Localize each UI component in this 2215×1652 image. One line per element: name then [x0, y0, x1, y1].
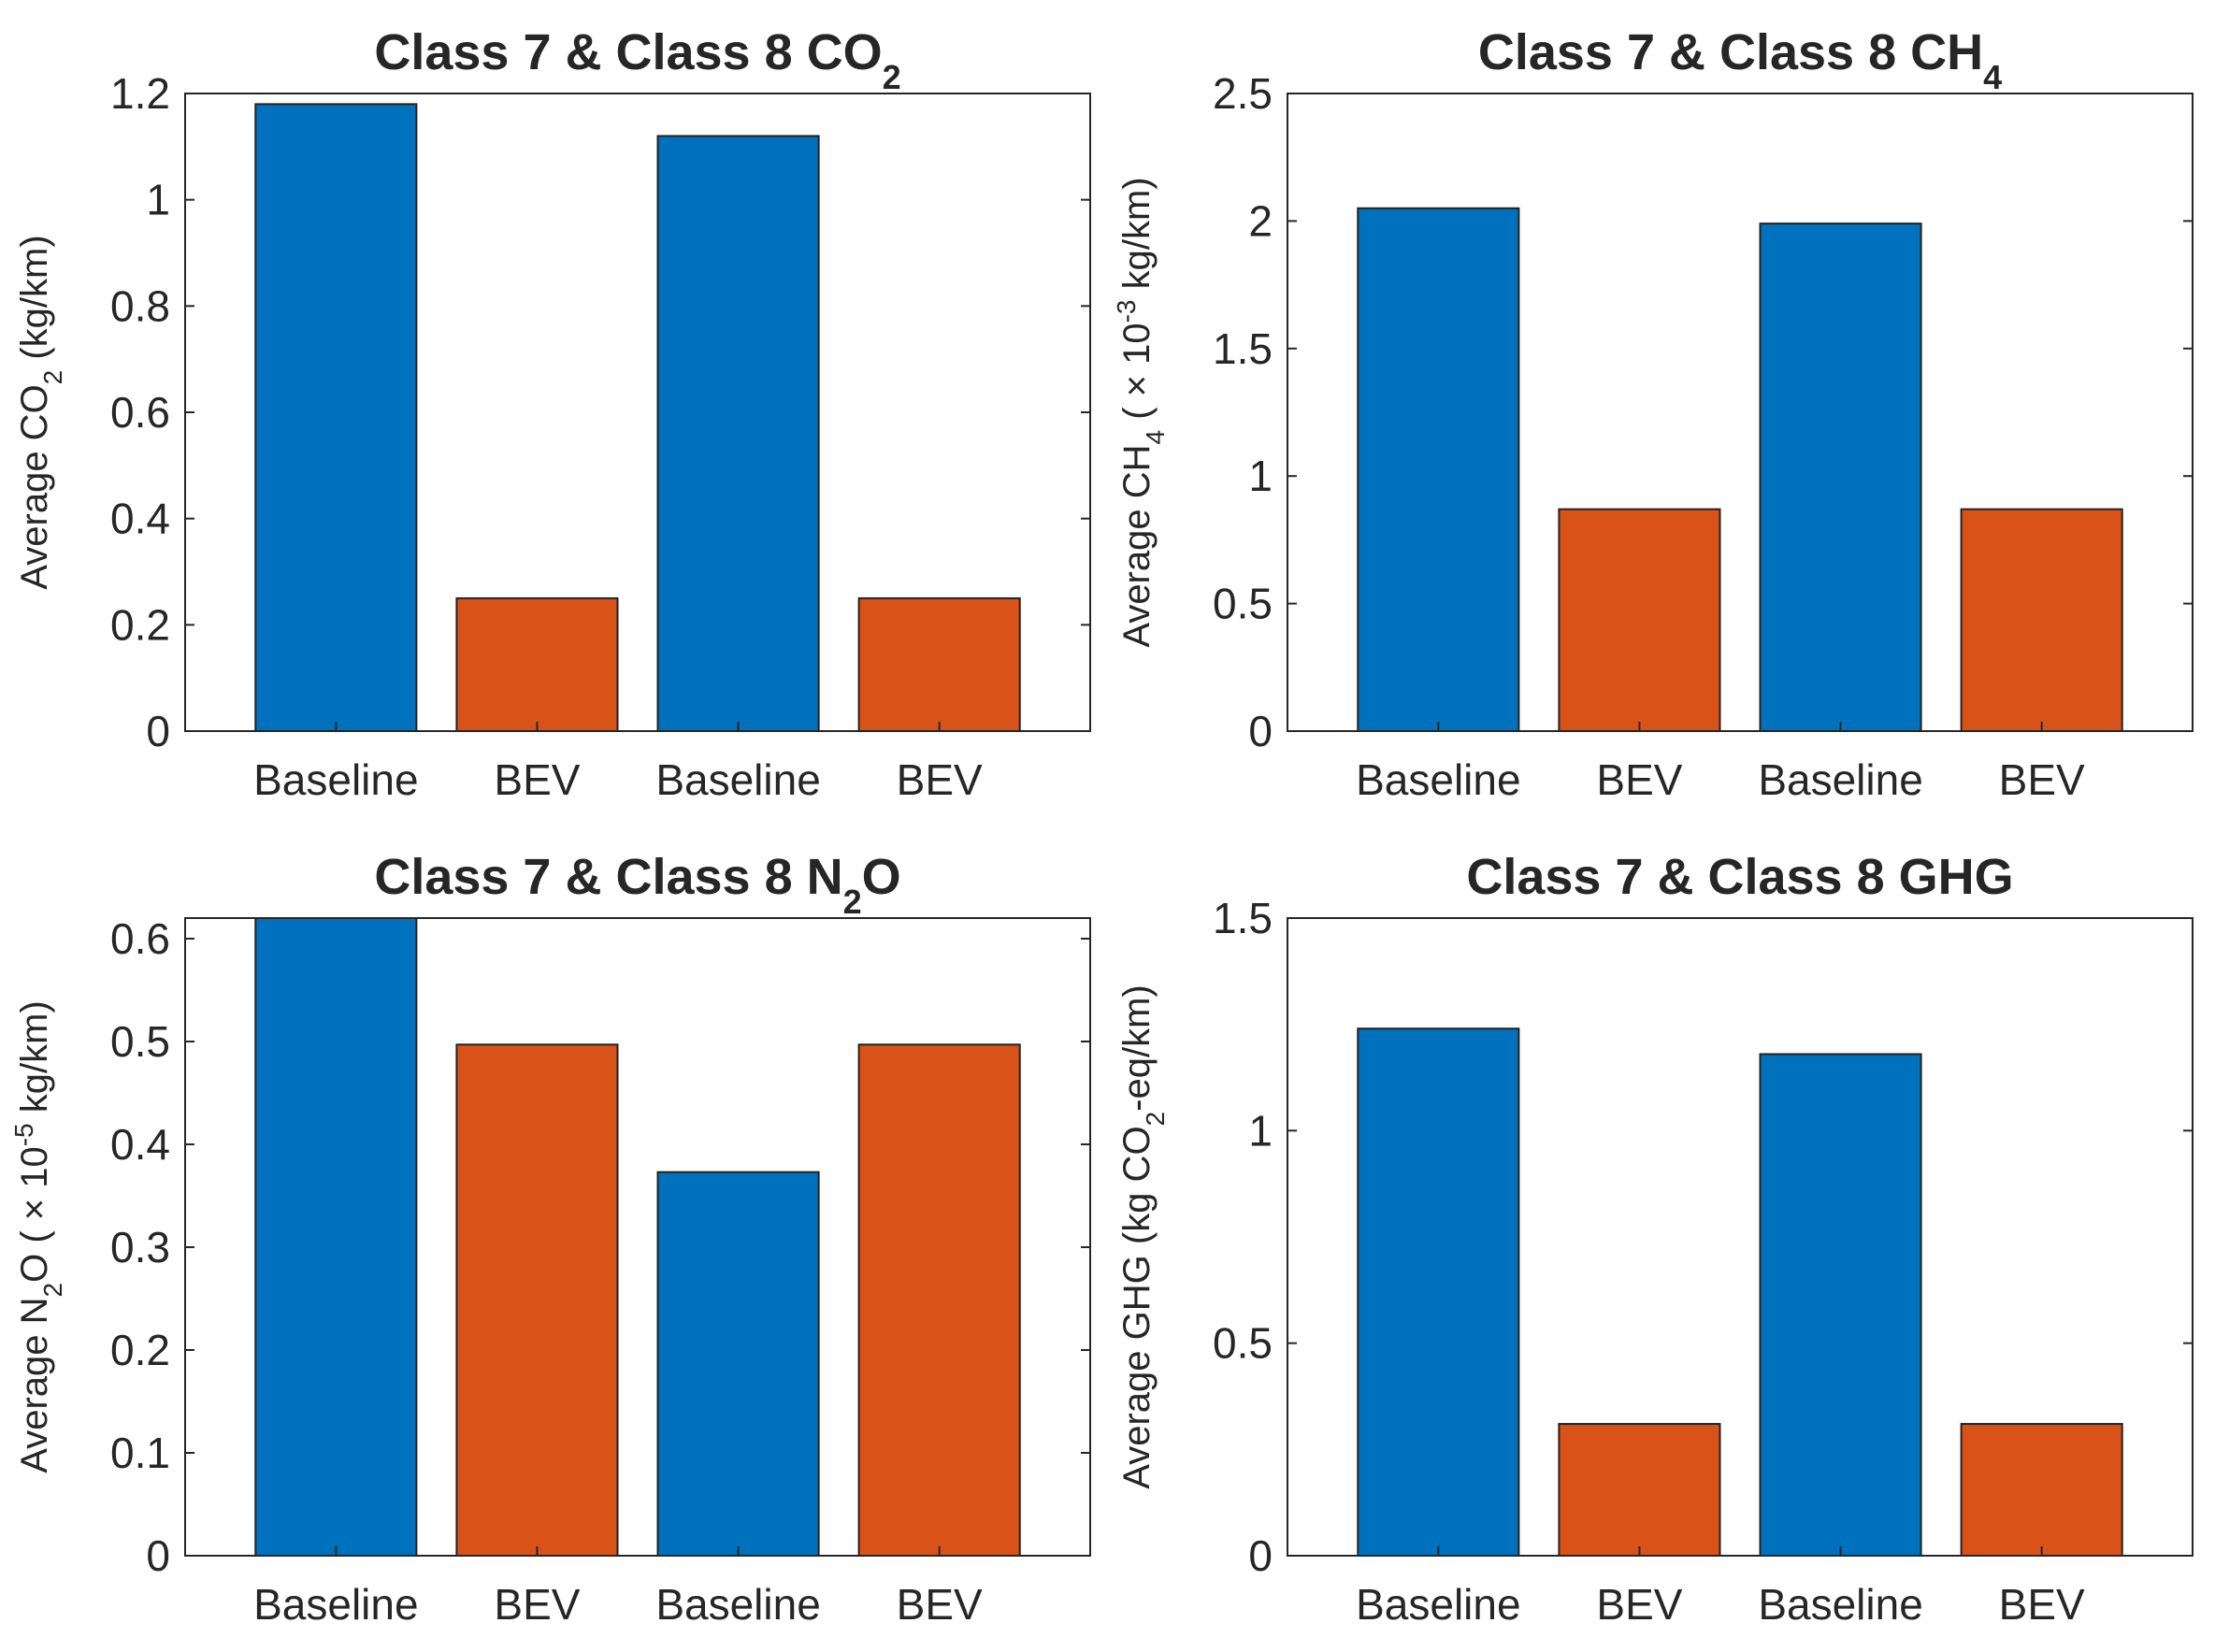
- bar-baseline-3: [656, 135, 820, 732]
- xtick-label: BEV: [897, 755, 983, 804]
- ytick-label: 1.5: [1213, 324, 1273, 373]
- bar-bev-4: [1960, 508, 2123, 732]
- y-axis-label: Average CO2 (kg/km): [14, 235, 67, 589]
- chart-panel-4: 0 0.5 1 1.5 Baseline BEV Baseline BEV Class 7 & …: [1116, 849, 2193, 1629]
- ytick-label: 0.5: [1213, 1319, 1273, 1368]
- xtick-label: BEV: [494, 755, 580, 804]
- xtick-label: Baseline: [655, 755, 820, 804]
- bar-baseline-3: [1759, 223, 1922, 733]
- ytick-label: 0: [146, 707, 170, 755]
- ytick-label: 0.6: [110, 914, 170, 963]
- chart-title: Class 7 & Class 8 CH4: [1478, 24, 2002, 96]
- ytick-label: 1: [1248, 452, 1273, 500]
- xtick-label: Baseline: [1758, 1580, 1922, 1629]
- ytick-label: 0.2: [110, 600, 170, 649]
- ytick-label: 0.8: [110, 281, 170, 330]
- bar-baseline-1: [254, 917, 418, 1557]
- chart-panel-3: 0 0.1 0.2 0.3 0.4 0.5 0.6 Baseline BEV Baseline BE…: [9, 849, 1091, 1629]
- bar-baseline-3: [1759, 1053, 1922, 1557]
- ytick-label: 0.2: [110, 1326, 170, 1374]
- bar-bev-4: [1960, 1423, 2123, 1558]
- ytick-label: 1: [1248, 1106, 1273, 1155]
- bar-bev-2: [455, 1043, 619, 1558]
- y-axis-label: Average CH4 ( × 10-3 kg/km): [1112, 177, 1170, 647]
- xtick-label: Baseline: [1356, 755, 1520, 804]
- bar-bev-4: [857, 1043, 1021, 1558]
- bar-bev-2: [1558, 508, 1721, 732]
- axes-box: [184, 917, 1091, 1557]
- xtick-label: Baseline: [1356, 1580, 1520, 1629]
- xtick-label: BEV: [1999, 1580, 2085, 1629]
- xtick-label: Baseline: [253, 1580, 418, 1629]
- xtick-label: BEV: [494, 1580, 580, 1629]
- bar-bev-2: [1558, 1423, 1721, 1558]
- ytick-label: 0: [146, 1531, 170, 1580]
- xtick-label: BEV: [1999, 755, 2085, 804]
- chart-panel-1: 0 0.2 0.4 0.6 0.8 1 1.2 Baseline BEV Baseline BEV C…: [14, 24, 1091, 804]
- axes-box: [1287, 93, 2193, 732]
- ytick-label: 0.6: [110, 388, 170, 437]
- bar-baseline-1: [1357, 207, 1520, 732]
- bar-bev-4: [857, 596, 1021, 733]
- bar-bev-2: [455, 596, 619, 733]
- ytick-label: 2.5: [1213, 69, 1273, 118]
- y-axis-label: Average GHG (kg CO2-eq/km): [1116, 984, 1170, 1488]
- ytick-label: 0.4: [110, 1120, 170, 1169]
- bar-baseline-1: [254, 103, 418, 733]
- ytick-label: 1.2: [110, 69, 170, 118]
- bar-baseline-3: [656, 1171, 820, 1557]
- ytick-label: 0.5: [1213, 580, 1273, 628]
- bar-baseline-1: [1357, 1027, 1520, 1558]
- chart-panel-2: 0 0.5 1 1.5 2 2.5 Baseline BEV Baseline BEV Class …: [1112, 24, 2193, 804]
- ytick-label: 0.4: [110, 495, 170, 543]
- chart-title: Class 7 & Class 8 N2O: [374, 849, 900, 921]
- xtick-label: Baseline: [253, 755, 418, 804]
- ytick-label: 1: [146, 176, 170, 224]
- ytick-label: 0: [1248, 1531, 1273, 1580]
- ytick-label: 0.3: [110, 1223, 170, 1271]
- ytick-label: 2: [1248, 196, 1273, 245]
- ytick-label: 1.5: [1213, 894, 1273, 942]
- ytick-label: 0.5: [110, 1017, 170, 1066]
- chart-title: Class 7 & Class 8 GHG: [1466, 849, 2013, 905]
- xtick-label: BEV: [1596, 1580, 1682, 1629]
- y-axis-label: Average N2O ( × 10-5 kg/km): [9, 1000, 67, 1473]
- xtick-label: BEV: [897, 1580, 983, 1629]
- chart-title: Class 7 & Class 8 CO2: [374, 24, 900, 96]
- xtick-label: Baseline: [655, 1580, 820, 1629]
- xtick-label: Baseline: [1758, 755, 1922, 804]
- xtick-label: BEV: [1596, 755, 1682, 804]
- axes-box: [1287, 917, 2193, 1557]
- ytick-label: 0.1: [110, 1429, 170, 1477]
- ytick-label: 0: [1248, 707, 1273, 755]
